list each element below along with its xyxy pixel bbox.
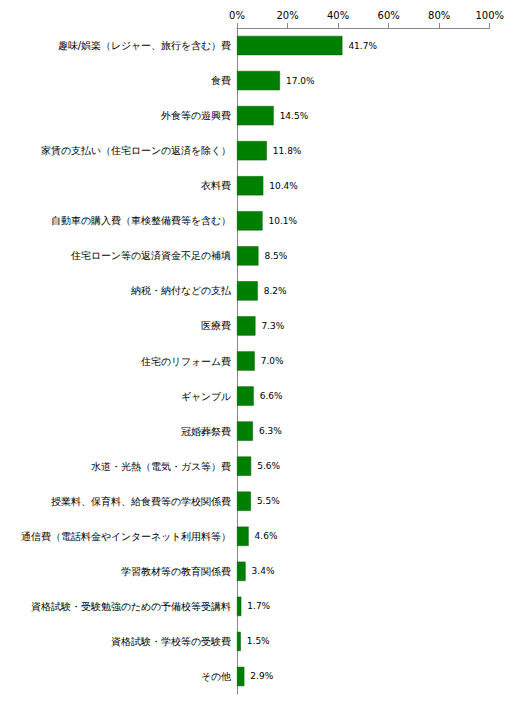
svg-text:80%: 80% [428,10,450,21]
svg-text:資格試験・受験勉強のための予備校等受講料: 資格試験・受験勉強のための予備校等受講料 [31,601,231,612]
svg-text:資格試験・学校等の受験費: 資格試験・学校等の受験費 [111,636,231,647]
svg-text:40%: 40% [327,10,349,21]
svg-text:41.7%: 41.7% [348,41,377,51]
svg-text:食費: 食費 [211,75,231,86]
svg-text:その他: その他 [201,671,231,682]
svg-text:10.1%: 10.1% [269,216,298,226]
svg-text:7.0%: 7.0% [261,356,284,366]
svg-text:自動車の購入費（車検整備費等を含む）: 自動車の購入費（車検整備費等を含む） [51,215,231,226]
svg-text:20%: 20% [276,10,298,21]
svg-text:100%: 100% [475,10,504,21]
svg-text:納税・納付などの支払: 納税・納付などの支払 [131,285,232,296]
svg-text:ギャンブル: ギャンブル [181,391,231,402]
svg-text:6.3%: 6.3% [259,426,282,436]
svg-text:5.5%: 5.5% [257,496,280,506]
svg-text:医療費: 医療費 [201,320,231,331]
svg-text:衣料費: 衣料費 [201,180,231,191]
svg-text:1.5%: 1.5% [247,636,270,646]
svg-text:住宅のリフォーム費: 住宅のリフォーム費 [141,356,231,367]
svg-text:3.4%: 3.4% [252,566,275,576]
svg-text:住宅ローン等の返済資金不足の補填: 住宅ローン等の返済資金不足の補填 [71,250,231,261]
svg-text:通信費（電話料金やインターネット利用料等）: 通信費（電話料金やインターネット利用料等） [21,531,231,542]
svg-text:1.7%: 1.7% [247,601,270,611]
svg-text:17.0%: 17.0% [286,76,315,86]
svg-text:外食等の遊興費: 外食等の遊興費 [161,110,231,121]
svg-text:8.2%: 8.2% [264,286,287,296]
svg-text:趣味/娯楽（レジャー、旅行を含む）費: 趣味/娯楽（レジャー、旅行を含む）費 [58,40,231,51]
svg-text:7.3%: 7.3% [261,321,284,331]
svg-text:6.6%: 6.6% [260,391,283,401]
svg-text:11.8%: 11.8% [273,146,302,156]
svg-text:冠婚葬祭費: 冠婚葬祭費 [181,426,231,437]
svg-text:8.5%: 8.5% [264,251,287,261]
svg-text:学習教材等の教育関係費: 学習教材等の教育関係費 [121,566,231,577]
svg-text:5.6%: 5.6% [257,461,280,471]
svg-text:授業料、保育料、給食費等の学校関係費: 授業料、保育料、給食費等の学校関係費 [51,496,231,507]
svg-text:0%: 0% [229,10,245,21]
svg-text:2.9%: 2.9% [250,671,273,681]
svg-text:4.6%: 4.6% [255,531,278,541]
svg-text:水道・光熱（電気・ガス等）費: 水道・光熱（電気・ガス等）費 [91,461,231,472]
svg-text:10.4%: 10.4% [269,181,298,191]
svg-text:14.5%: 14.5% [280,111,309,121]
svg-text:家賃の支払い（住宅ローンの返済を除く）: 家賃の支払い（住宅ローンの返済を除く） [41,145,231,156]
svg-text:60%: 60% [378,10,400,21]
